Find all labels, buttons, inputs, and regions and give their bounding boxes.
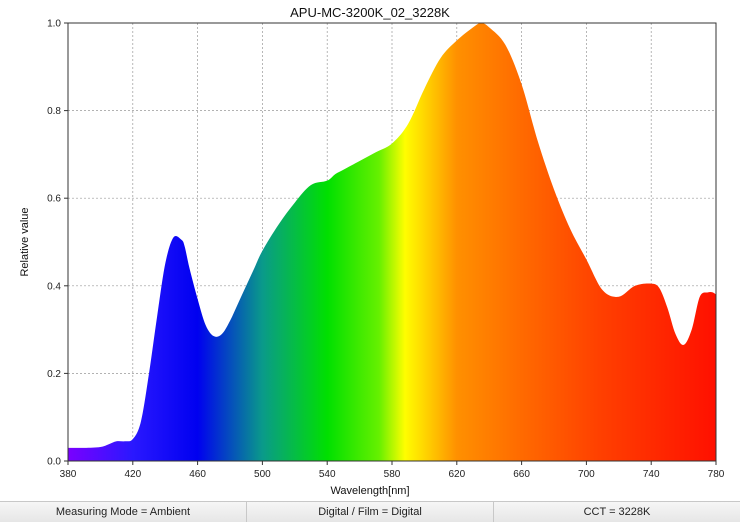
spectrum-area [68, 23, 716, 461]
y-axis-label: Relative value [19, 207, 31, 276]
x-tick-label: 420 [124, 469, 141, 480]
y-tick-label: 0.2 [47, 369, 61, 380]
x-tick-label: 380 [60, 469, 77, 480]
x-axis-ticks: 380 420 460 500 540 580 620 660 700 740 780 [60, 461, 725, 480]
x-tick-label: 580 [384, 469, 401, 480]
measuring-mode-status: Measuring Mode = Ambient [0, 502, 246, 522]
x-tick-label: 540 [319, 469, 336, 480]
y-tick-label: 0.4 [47, 281, 61, 292]
x-axis-label: Wavelength[nm] [330, 485, 409, 497]
x-tick-label: 500 [254, 469, 271, 480]
x-tick-label: 460 [189, 469, 206, 480]
y-tick-label: 1.0 [47, 19, 61, 30]
x-tick-label: 620 [448, 469, 465, 480]
cct-status: CCT = 3228K [493, 502, 740, 522]
y-tick-label: 0.0 [47, 457, 61, 468]
x-tick-label: 660 [513, 469, 530, 480]
x-tick-label: 700 [578, 469, 595, 480]
x-tick-label: 740 [643, 469, 660, 480]
x-tick-label: 780 [708, 469, 725, 480]
y-tick-label: 0.8 [47, 106, 61, 117]
status-bar: Measuring Mode = Ambient Digital / Film … [0, 501, 740, 522]
y-tick-label: 0.6 [47, 194, 61, 205]
spectrum-chart: APU-MC-3200K_02_3228K 380 420 460 500 540 580… [19, 5, 725, 497]
chart-title: APU-MC-3200K_02_3228K [290, 5, 450, 20]
digital-film-status: Digital / Film = Digital [246, 502, 493, 522]
y-axis-ticks: 0.0 0.2 0.4 0.6 0.8 1.0 [47, 19, 68, 468]
